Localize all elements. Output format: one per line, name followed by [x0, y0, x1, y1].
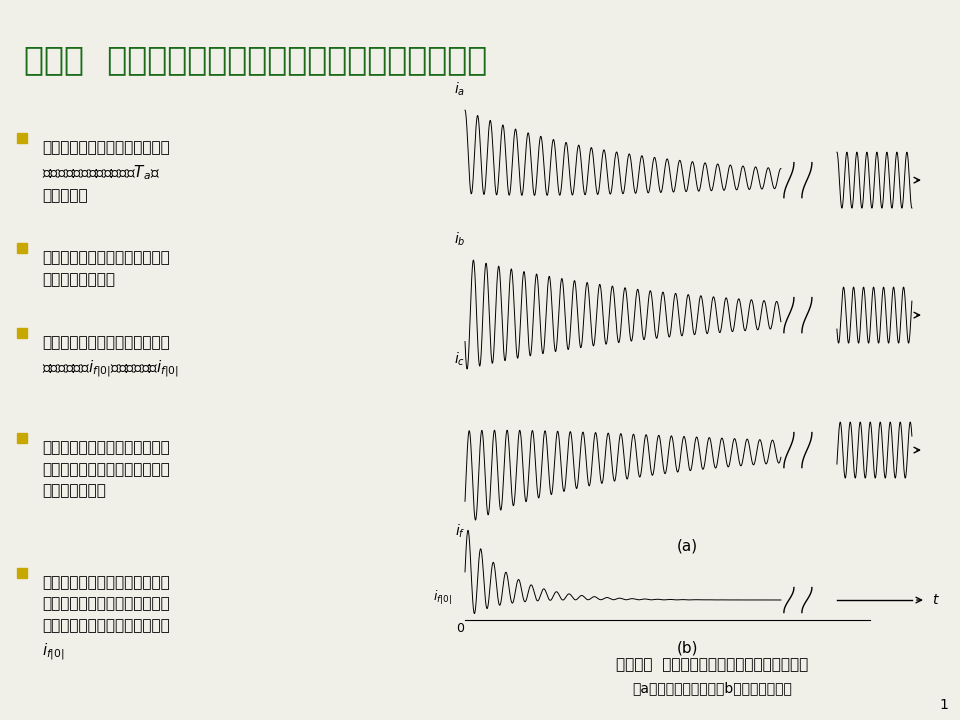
Text: 定子和转子回路电流在突然短路
瞬间均不突变，即定子短路电流
初值为零，转子励磁回路电流为
$i_{f|0|}$: 定子和转子回路电流在突然短路 瞬间均不突变，即定子短路电流 初值为零，转子励磁回… — [42, 575, 170, 662]
Text: 定子短路电流含直流分量，按指
数规律衰减，衰减时间常数$T_a$约
为零点几秒: 定子短路电流含直流分量，按指 数规律衰减，衰减时间常数$T_a$约 为零点几秒 — [42, 140, 170, 203]
Text: $i_b$: $i_b$ — [454, 230, 466, 248]
Text: 转子绕组中出现了交流分量，最
后衰减至零，衰减时间常数与定
子直流分量相同: 转子绕组中出现了交流分量，最 后衰减至零，衰减时间常数与定 子直流分量相同 — [42, 440, 170, 498]
Text: 定子短路电流中周期分量的幅值
也呈指数规律衰减: 定子短路电流中周期分量的幅值 也呈指数规律衰减 — [42, 250, 170, 287]
Text: $t$: $t$ — [932, 593, 940, 607]
Text: 第一节  空载下定子端部突然三相短路电流波形分析: 第一节 空载下定子端部突然三相短路电流波形分析 — [24, 43, 488, 76]
Text: (b): (b) — [677, 640, 698, 655]
Text: 0: 0 — [456, 622, 464, 635]
Text: 1: 1 — [939, 698, 948, 712]
Text: $i_{f|0|}$: $i_{f|0|}$ — [433, 589, 452, 607]
Text: 图２－１  同步发电机三相短路后实测电流波形: 图２－１ 同步发电机三相短路后实测电流波形 — [616, 657, 808, 672]
Text: （a）三相定子电流；（b）励磁回路电流: （a）三相定子电流；（b）励磁回路电流 — [633, 681, 792, 695]
Text: $i_a$: $i_a$ — [454, 81, 466, 98]
Text: $i_c$: $i_c$ — [454, 351, 466, 368]
Text: 转子绕组的直流分量在短路后瞬
间大于正常值$i_{f|0|}$，最后衰减至$i_{f|0|}$: 转子绕组的直流分量在短路后瞬 间大于正常值$i_{f|0|}$，最后衰减至$i_… — [42, 335, 179, 379]
Text: (a): (a) — [677, 538, 698, 553]
Text: $i_f$: $i_f$ — [455, 523, 466, 540]
